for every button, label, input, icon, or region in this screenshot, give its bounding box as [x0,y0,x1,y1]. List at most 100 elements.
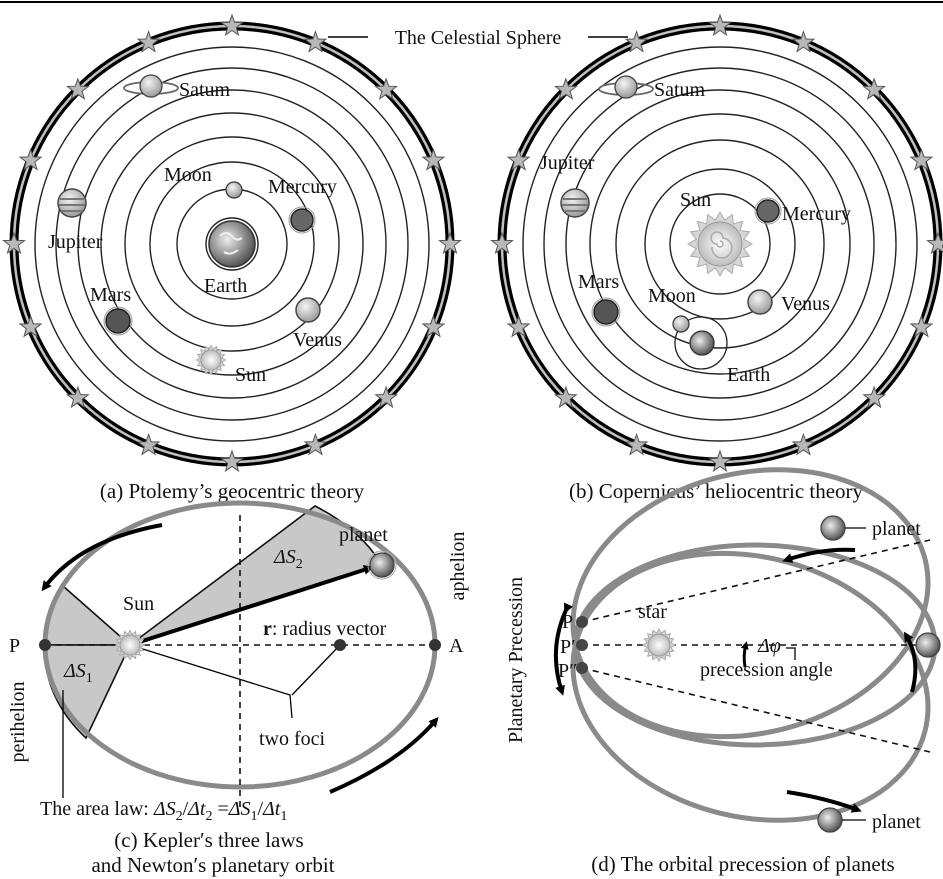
star-marker [374,385,399,409]
label-two-foci: two foci [259,728,326,750]
celestial-sphere-label-group: The Celestial Sphere [328,27,628,49]
perihelion-point [39,639,51,651]
caption-a: (a) Ptolemy’s geocentric theory [100,479,365,503]
focus-leader-sun [129,644,293,719]
label-satum-a: Satum [179,79,231,101]
label-jupiter-a: Jupiter [48,231,103,253]
mars-icon [591,297,621,327]
star-marker [136,30,161,53]
star-marker [553,385,578,409]
label-mars-b: Mars [578,271,619,293]
star-marker [220,449,244,473]
star-marker [421,148,446,171]
radius-vector-arrow [129,565,374,647]
earth-icon [208,220,256,268]
star-marker [506,314,531,338]
sun-icon [687,211,753,277]
label-planet-bottom: planet [872,811,921,833]
label-p-prime: P′ [560,636,576,658]
moon-icon [225,181,243,199]
star-marker [65,385,90,409]
label-venus-a: Venus [293,329,342,351]
orbit-arrow-right [903,631,918,693]
label-earth-b: Earth [727,364,770,386]
star-marker [65,77,90,100]
label-moon-b: Moon [648,285,696,307]
panel-a-geocentric: Satum Moon Mercury Jupiter Earth Mars Ve… [2,13,462,503]
focus-leader-empty [291,644,341,696]
label-radius-vector: r: radius vector [263,618,387,640]
label-sun-b: Sun [680,189,711,211]
orbit-arrow-top [782,547,856,563]
star-marker [791,432,816,456]
panel-d-precession: planet planet Planetary Precession star … [505,467,941,876]
label-p-double-prime: P″ [558,660,577,682]
star-marker [862,385,887,409]
label-delta-phi: Δφ [757,635,781,657]
star-marker [926,231,943,255]
jupiter-icon [57,188,87,218]
star-marker [303,30,328,53]
star-marker [624,432,649,456]
orbit-arrow-bottom [786,790,862,813]
axis-p [581,539,931,623]
aphelion-point [429,639,441,651]
label-star: star [638,601,667,623]
motion-arrow-top [41,523,163,592]
star-marker [220,13,244,37]
jupiter-icon [560,188,590,218]
label-p-d: P [562,611,573,633]
moon-icon [672,315,690,333]
label-p-c: P [9,635,20,657]
orbits-a [34,46,430,442]
star-marker [303,432,328,456]
label-venus-b: Venus [781,293,830,315]
label-moon-a: Moon [164,164,212,186]
star-marker [506,148,531,171]
mercury-icon [754,197,782,225]
sun-icon [114,629,146,661]
star-marker [553,77,578,100]
label-mercury-a: Mercury [268,176,337,198]
star-marker [438,231,462,255]
caption-d: (d) The orbital precession of planets [591,852,894,876]
axis-p-double-prime [581,667,931,753]
caption-c-line2: and Newton′s planetary orbit [91,853,334,877]
venus-icon [747,289,773,315]
star-marker [421,314,446,338]
label-perihelion: perihelion [7,681,29,762]
star-marker [136,432,161,456]
orbits-b [522,46,918,442]
planet-bottom-icon [817,807,866,833]
star-marker [490,231,514,255]
motion-arrow-bottom [329,716,439,794]
sun-icon [195,344,227,376]
label-precession-angle: precession angle [700,659,833,681]
label-jupiter-b: Jupiter [540,152,595,174]
label-aphelion: aphelion [447,532,469,601]
label-satum-b: Satum [654,79,706,101]
point-p-double-prime [576,662,588,674]
star-icon [642,628,676,662]
label-sun-a: Sun [235,364,266,386]
label-planetary-precession: Planetary Precession [505,577,527,743]
star-marker [708,13,732,37]
point-p [576,616,588,628]
star-marker [708,449,732,473]
label-earth-a: Earth [204,275,247,297]
earth-orbit-moon-icon [674,316,728,370]
star-marker [909,148,934,171]
planet-right-icon [915,632,941,658]
label-mercury-b: Mercury [782,203,851,225]
label-delta-s2: ΔS2 [273,546,303,572]
label-sun-c: Sun [123,593,154,615]
star-marker [624,30,649,53]
stars-b [490,13,943,473]
planet-icon [367,550,397,580]
saturn-icon [598,75,654,99]
label-mars-a: Mars [90,284,131,306]
label-planet-c: planet [339,524,388,546]
star-marker [18,148,43,171]
star-marker [791,30,816,53]
panel-c-kepler: planet aphelion perihelion Sun ΔS2 ΔS1 r… [7,500,469,877]
